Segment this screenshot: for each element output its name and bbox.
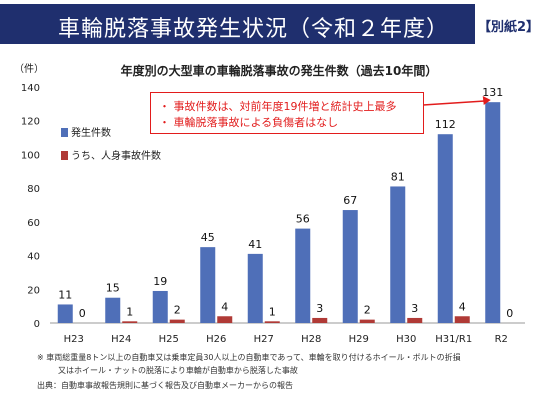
y-tick-label: 40	[27, 252, 40, 263]
data-label-injury: 1	[126, 305, 133, 318]
bar-injury	[264, 321, 280, 323]
header-bar: 車輪脱落事故発生状況（令和２年度）	[0, 4, 475, 44]
y-tick-label: 120	[21, 117, 40, 128]
x-tick-label: H26	[206, 334, 226, 345]
bar-injury	[312, 317, 328, 323]
callout-line-2: ・ 車輪脱落事故による負傷者はなし	[159, 116, 339, 129]
callout-box: ・ 事故件数は、対前年度19件増と統計史上最多 ・ 車輪脱落事故による負傷者はな…	[150, 92, 424, 134]
data-label-total: 15	[106, 282, 120, 295]
page-title: 車輪脱落事故発生状況（令和２年度）	[58, 17, 450, 42]
bar-total	[247, 253, 263, 323]
y-tick-label: 140	[21, 83, 40, 94]
y-tick-label: 100	[21, 150, 40, 161]
data-label-injury: 3	[411, 302, 418, 315]
footnote-2: 又はホイール・ナットの脱落により車輪が自動車から脱落した事故	[58, 366, 298, 375]
data-label-total: 56	[296, 213, 310, 226]
data-label-total: 45	[201, 231, 215, 244]
y-tick-label: 0	[34, 319, 40, 330]
bar-total	[152, 290, 168, 323]
data-label-total: 67	[343, 194, 357, 207]
legend-label-total: 発生件数	[71, 126, 111, 139]
bar-chart: 年度別の大型車の車輪脱落事故の発生件数（過去10年間）（件）0204060801…	[14, 63, 549, 371]
bar-injury	[122, 321, 138, 323]
legend-swatch-total	[61, 128, 68, 137]
y-axis-unit: （件）	[14, 63, 44, 75]
x-tick-label: H25	[159, 334, 179, 345]
data-label-total: 41	[248, 238, 262, 251]
x-tick-label: H31/R1	[435, 334, 472, 345]
legend-swatch-injury	[61, 151, 68, 160]
attachment-tag: 【別紙2】	[478, 20, 540, 35]
y-tick-label: 20	[27, 285, 40, 296]
data-label-injury: 0	[506, 307, 513, 320]
header-banner: 車輪脱落事故発生状況（令和２年度） 【別紙2】	[0, 4, 559, 44]
data-label-injury: 3	[316, 302, 323, 315]
data-label-injury: 1	[269, 305, 276, 318]
data-label-total: 112	[435, 118, 456, 131]
data-label-injury: 0	[79, 307, 86, 320]
data-label-injury: 4	[459, 300, 466, 313]
callout-line-1: ・ 事故件数は、対前年度19件増と統計史上最多	[159, 100, 397, 113]
legend-label-injury: うち、人身事故件数	[71, 149, 161, 162]
x-tick-label: R2	[495, 334, 508, 345]
data-label-total: 131	[482, 86, 503, 99]
bar-total	[295, 228, 311, 323]
source-note: 出典：自動車事故報告規則に基づく報告及び自動車メーカーからの報告	[37, 381, 293, 390]
callout-arrow-line	[422, 100, 485, 106]
data-label-injury: 2	[174, 304, 181, 317]
x-tick-label: H27	[254, 334, 274, 345]
chart-area: 年度別の大型車の車輪脱落事故の発生件数（過去10年間） （件） 0 20 40 60 80 1…	[0, 50, 559, 371]
x-tick-label: H24	[111, 334, 131, 345]
bar-injury	[454, 316, 470, 323]
x-tick-label: H29	[349, 334, 369, 345]
bar-injury	[169, 319, 185, 323]
bar-injury	[407, 317, 423, 323]
x-tick-label: H23	[64, 334, 84, 345]
data-label-total: 81	[391, 170, 405, 183]
chart-title: 年度別の大型車の車輪脱落事故の発生件数（過去10年間）	[121, 63, 438, 78]
footnote-1: ※ 車両総重量8トン以上の自動車又は乗車定員30人以上の自動車であって、車輪を取…	[37, 353, 461, 362]
data-label-total: 11	[58, 288, 72, 301]
bar-injury	[359, 319, 375, 323]
data-label-injury: 4	[221, 300, 228, 313]
data-label-injury: 2	[364, 304, 371, 317]
bar-total	[390, 186, 406, 323]
bar-total	[200, 247, 216, 323]
bar-total	[485, 102, 501, 323]
data-label-total: 19	[153, 275, 167, 288]
x-tick-label: H30	[396, 334, 416, 345]
bar-total	[342, 210, 358, 323]
bar-total	[105, 297, 121, 323]
bar-injury	[217, 316, 233, 323]
bar-total	[437, 134, 453, 323]
y-tick-label: 80	[27, 184, 40, 195]
y-tick-label: 60	[27, 218, 40, 229]
callout-arrow-head	[482, 96, 491, 105]
bar-total	[57, 304, 73, 323]
x-tick-label: H28	[301, 334, 321, 345]
